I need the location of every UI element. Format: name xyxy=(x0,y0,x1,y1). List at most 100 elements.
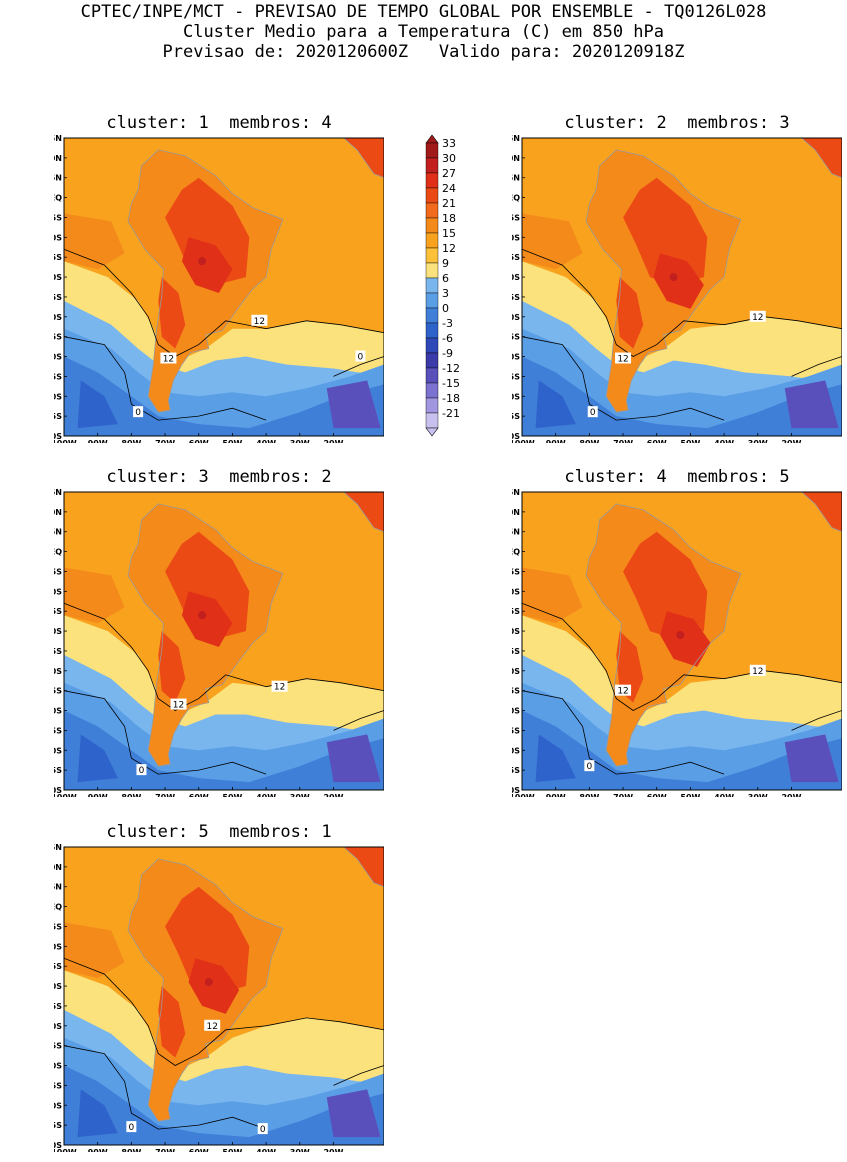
lon-tick-label: 60W xyxy=(189,793,209,797)
lat-tick-label: 60S xyxy=(512,432,520,441)
contour-label-bg xyxy=(204,1019,221,1031)
lat-tick-label: 55S xyxy=(512,412,520,421)
contour-label: 12 xyxy=(254,317,265,327)
lon-tick-label: 100W xyxy=(54,1148,77,1152)
lat-tick-label: 20S xyxy=(54,273,62,282)
lon-tick-label: 70W xyxy=(155,793,175,797)
lon-tick-label: 70W xyxy=(613,439,633,443)
lat-tick-label: 30S xyxy=(512,313,520,322)
lat-tick-label: 10S xyxy=(512,233,520,242)
lat-tick-label: 10S xyxy=(54,942,62,951)
lon-tick-label: 70W xyxy=(155,1148,175,1152)
lat-tick-label: 20S xyxy=(54,627,62,636)
lat-tick-label: 20S xyxy=(512,273,520,282)
lon-tick-label: 100W xyxy=(512,793,535,797)
contour-label: 12 xyxy=(274,683,285,693)
lon-tick-label: 30W xyxy=(290,1148,310,1152)
lon-tick-label: 60W xyxy=(647,439,667,443)
colorbar-swatch xyxy=(425,307,439,324)
lon-tick-label: 50W xyxy=(680,793,700,797)
lon-tick-label: 100W xyxy=(512,439,535,443)
lat-tick-label: EQ xyxy=(54,903,62,912)
lon-tick-label: 90W xyxy=(88,793,108,797)
lat-tick-label: 15N xyxy=(512,134,520,143)
lon-tick-label: 30W xyxy=(748,793,768,797)
lon-tick-label: 60W xyxy=(647,793,667,797)
temperature-map: 15N 10N 5N EQ 5S 10S 15S 20S 25S 30S 35S 40S 45S 50S 5… xyxy=(54,134,384,443)
lon-tick-label: 50W xyxy=(680,439,700,443)
colorbar-swatch xyxy=(425,292,439,309)
lat-tick-label: 5N xyxy=(512,528,520,537)
lat-tick-label: 5N xyxy=(54,883,62,892)
lat-tick-label: 60S xyxy=(54,432,62,441)
contour-label: 0 xyxy=(129,1123,135,1133)
lat-tick-label: 10N xyxy=(512,154,520,163)
colorbar-tick-label: 30 xyxy=(442,152,456,165)
contour-label: 0 xyxy=(139,766,145,776)
lon-tick-label: 30W xyxy=(290,439,310,443)
lat-tick-label: 15N xyxy=(54,843,62,852)
lat-tick-label: 50S xyxy=(512,392,520,401)
contour-label-bg xyxy=(749,310,766,322)
panel-title: cluster: 3 membros: 2 xyxy=(106,467,332,487)
lat-tick-label: 5S xyxy=(512,567,520,576)
contour-label-bg xyxy=(271,680,288,692)
lon-tick-label: 50W xyxy=(222,1148,242,1152)
contour-label: 12 xyxy=(752,667,763,677)
colorbar-swatch xyxy=(425,217,439,234)
panel-title: cluster: 5 membros: 1 xyxy=(106,822,332,842)
lon-tick-label: 90W xyxy=(88,439,108,443)
colorbar-tick-label: 33 xyxy=(442,137,456,150)
colorbar-tick-label: -3 xyxy=(442,317,453,330)
contour-label: 12 xyxy=(173,701,184,711)
lat-tick-label: 15N xyxy=(54,134,62,143)
temperature-map: 15N 10N 5N EQ 5S 10S 15S 20S 25S 30S 35S 40S 45S 50S 5… xyxy=(54,843,384,1152)
colorbar-tick-label: -18 xyxy=(442,392,460,405)
colorbar-swatch xyxy=(425,337,439,354)
contour-label: 0 xyxy=(590,408,596,418)
lat-tick-label: 35S xyxy=(512,333,520,342)
lon-tick-label: 60W xyxy=(189,439,209,443)
lon-tick-label: 60W xyxy=(189,1148,209,1152)
lat-tick-label: 30S xyxy=(54,313,62,322)
colorbar-swatch xyxy=(425,187,439,204)
lon-tick-label: 40W xyxy=(256,793,276,797)
lat-tick-label: 45S xyxy=(54,1081,62,1090)
lat-tick-label: 45S xyxy=(54,372,62,381)
lon-tick-label: 50W xyxy=(222,793,242,797)
lat-tick-label: 35S xyxy=(54,1042,62,1051)
contour-label: 0 xyxy=(587,762,593,772)
lon-tick-label: 80W xyxy=(121,793,141,797)
lat-tick-label: 10N xyxy=(54,863,62,872)
lat-tick-label: 55S xyxy=(54,412,62,421)
lat-tick-label: 45S xyxy=(512,726,520,735)
lat-tick-label: 10S xyxy=(54,233,62,242)
contour-label: 0 xyxy=(260,1125,266,1135)
lat-tick-label: 40S xyxy=(54,353,62,362)
contour-label: 0 xyxy=(135,408,141,418)
colorbar-swatch xyxy=(425,232,439,249)
contour-label: 12 xyxy=(752,313,763,323)
lat-tick-label: 45S xyxy=(512,372,520,381)
lat-tick-label: EQ xyxy=(54,548,62,557)
lon-tick-label: 20W xyxy=(323,439,343,443)
map-title-line-1: CPTEC/INPE/MCT - PREVISAO DE TEMPO GLOBA… xyxy=(80,2,767,22)
lat-tick-label: 25S xyxy=(512,647,520,656)
lat-tick-label: 55S xyxy=(54,1121,62,1130)
lat-tick-label: 5S xyxy=(54,922,62,931)
cluster-panel-1: cluster: 1 membros: 4 15N 10N 5N EQ 5S 10S 15S… xyxy=(54,113,384,453)
lon-tick-label: 80W xyxy=(121,1148,141,1152)
temperature-map: 15N 10N 5N EQ 5S 10S 15S 20S 25S 30S 35S 40S 45S 50S 5… xyxy=(512,134,842,443)
colorbar-tick-label: -12 xyxy=(442,362,460,375)
lon-tick-label: 70W xyxy=(155,439,175,443)
lat-tick-label: 15S xyxy=(54,253,62,262)
lat-tick-label: 15N xyxy=(54,488,62,497)
colorbar-swatch xyxy=(425,367,439,384)
lat-tick-label: 50S xyxy=(54,1101,62,1110)
lat-tick-label: 20S xyxy=(54,982,62,991)
lon-tick-label: 40W xyxy=(714,439,734,443)
lat-tick-label: 20S xyxy=(512,627,520,636)
lon-tick-label: 20W xyxy=(323,1148,343,1152)
map-title-line-3: Previsao de: 2020120600Z Valido para: 20… xyxy=(162,42,685,62)
